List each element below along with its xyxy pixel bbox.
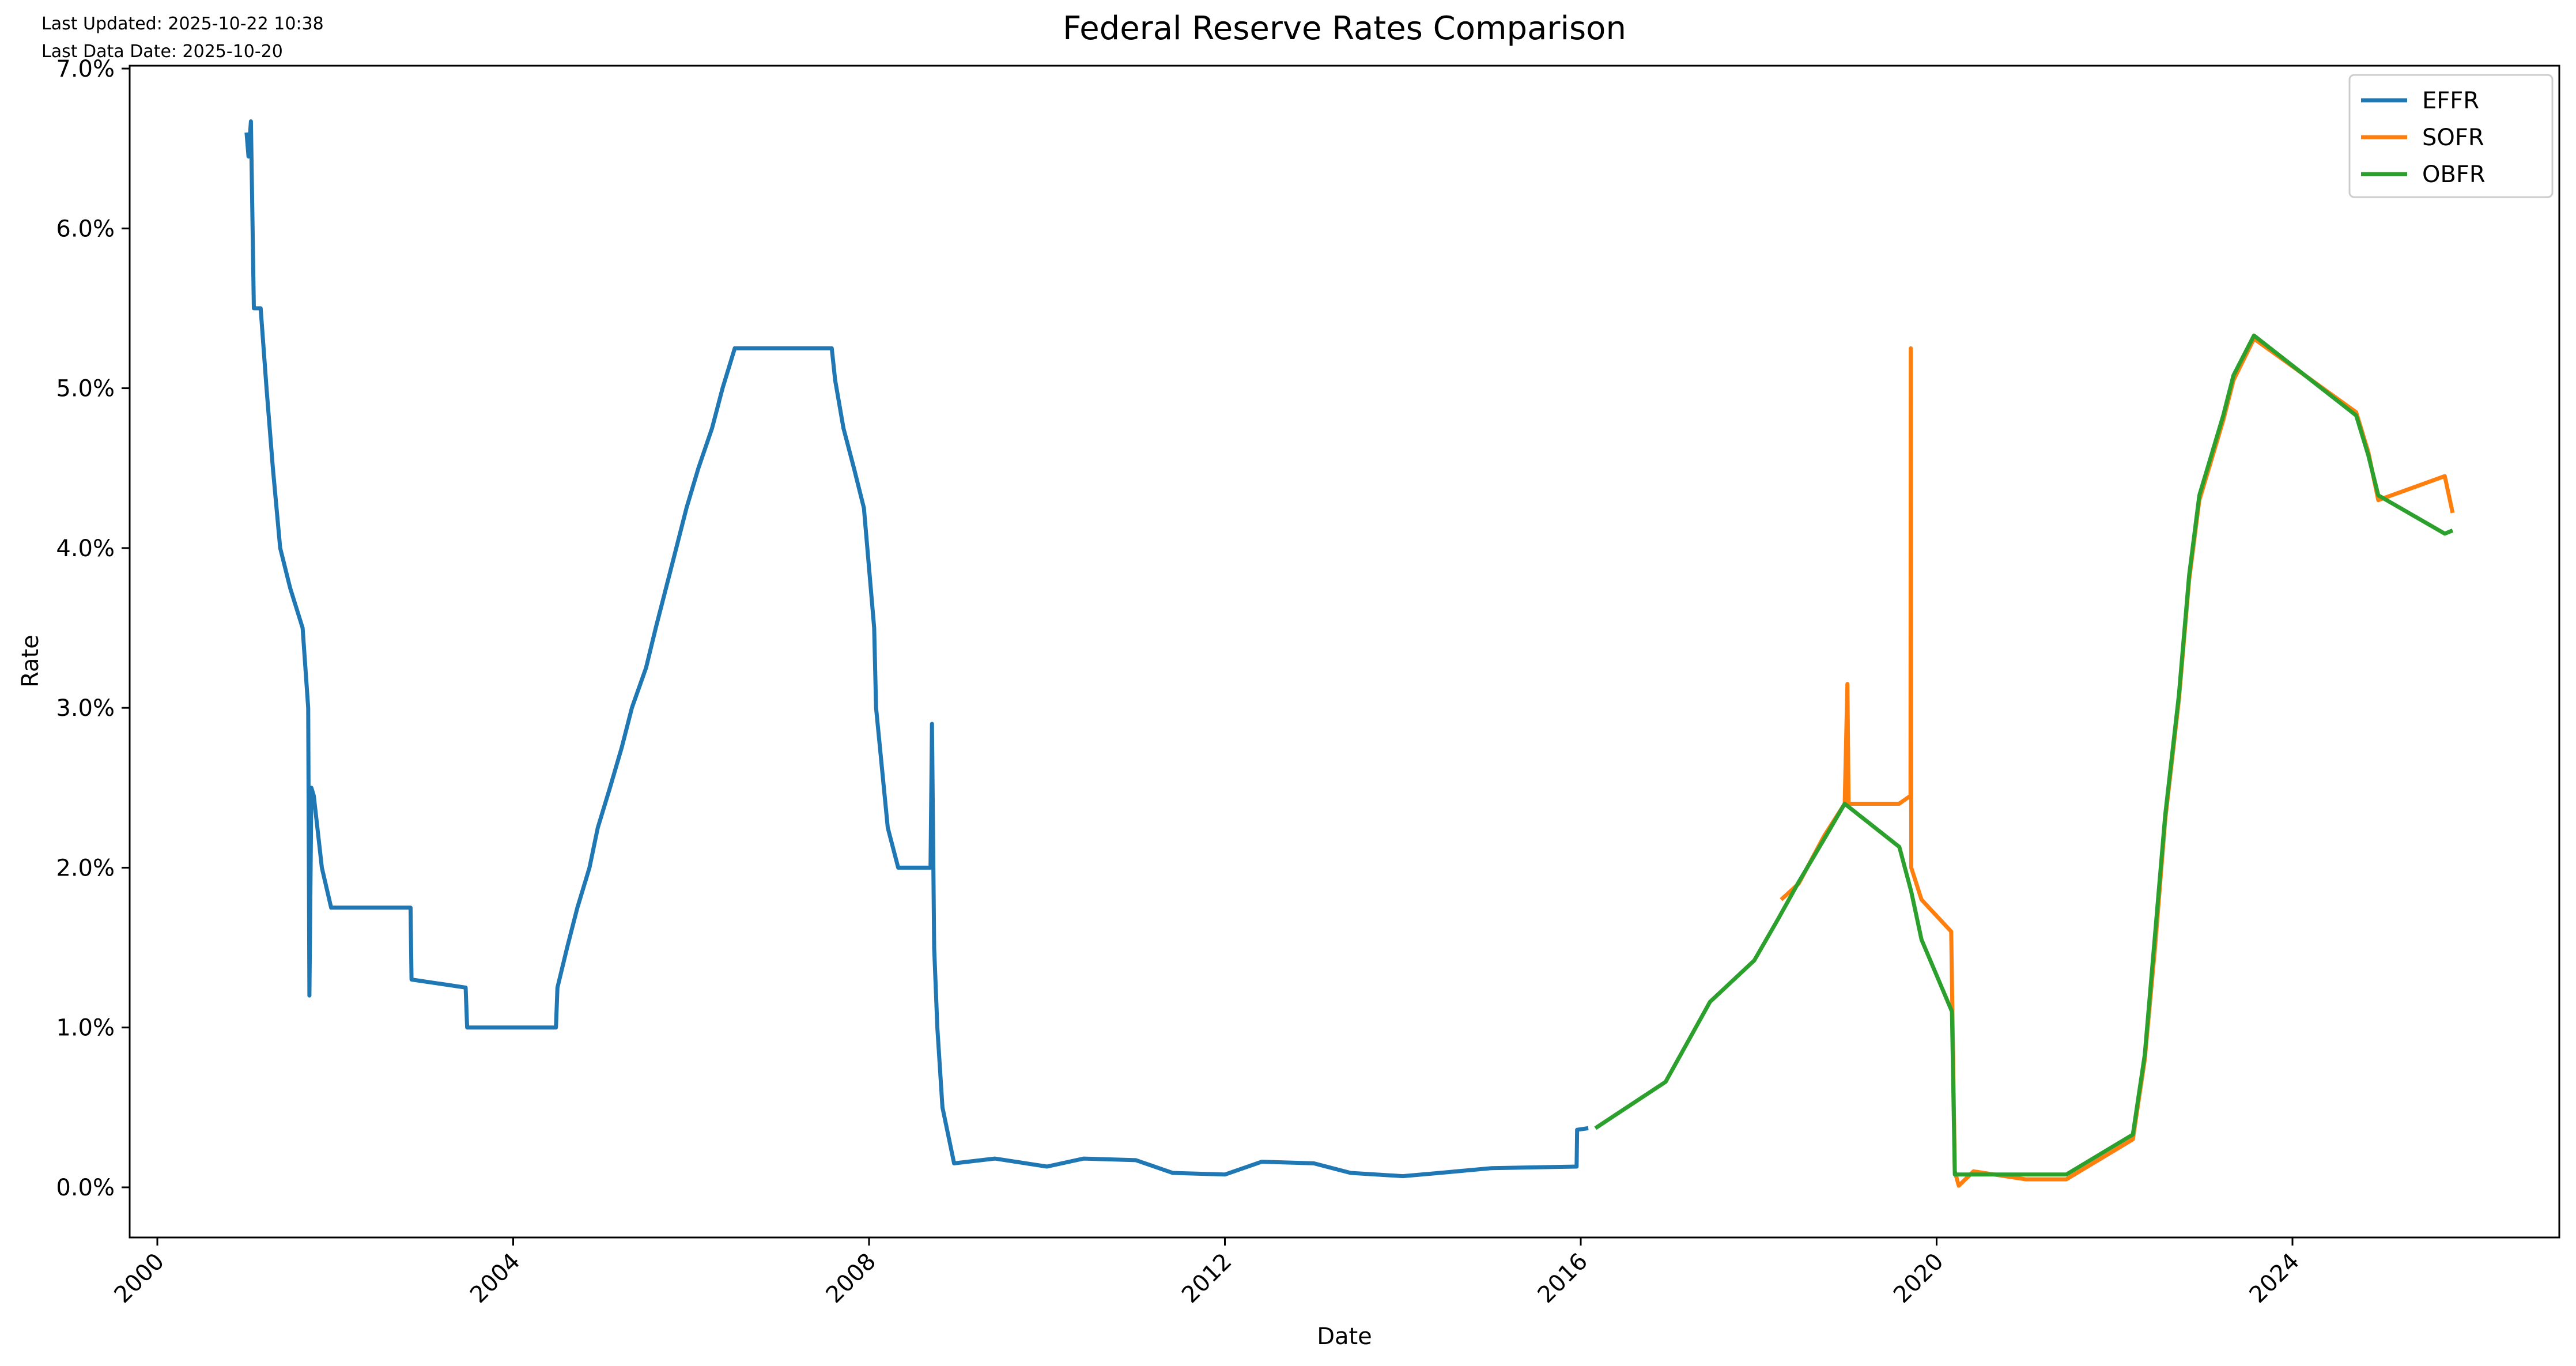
y-tick-label: 1.0% xyxy=(56,1015,115,1042)
series-line-obfr xyxy=(1594,333,2454,1177)
y-tick-label: 2.0% xyxy=(56,855,115,881)
y-tick-label: 0.0% xyxy=(56,1175,115,1201)
legend-label-sofr: SOFR xyxy=(2422,124,2484,151)
x-tick-label: 2012 xyxy=(1177,1248,1237,1309)
x-tick-label: 2016 xyxy=(1533,1248,1593,1309)
y-tick-label: 3.0% xyxy=(56,695,115,722)
plot-area: 0.0% 1.0% 2.0% 3.0% 4.0% 5.0% 6.0% 7.0% 2000 2004… xyxy=(56,56,2560,1309)
x-tick-label: 2004 xyxy=(465,1248,526,1309)
y-tick-label: 5.0% xyxy=(56,376,115,402)
y-tick-label: 6.0% xyxy=(56,216,115,242)
x-tick-label: 2024 xyxy=(2245,1248,2305,1309)
series-line-sofr xyxy=(1780,337,2455,1188)
legend-box xyxy=(2348,74,2554,198)
x-tick-label: 2000 xyxy=(109,1248,170,1309)
y-axis-label: Rate xyxy=(17,635,44,688)
y-tick-label: 4.0% xyxy=(56,535,115,562)
x-axis-label: Date xyxy=(1317,1323,1372,1350)
last-updated-text: Last Updated: 2025-10-22 10:38 xyxy=(41,14,324,34)
y-tick-label: 7.0% xyxy=(56,56,115,82)
x-tick-label: 2020 xyxy=(1888,1248,1949,1309)
series-line-effr xyxy=(244,119,1589,1179)
axes-frame xyxy=(129,65,2560,1239)
legend-label-effr: EFFR xyxy=(2422,88,2479,114)
x-tick-label: 2008 xyxy=(821,1248,882,1309)
last-data-date-text: Last Data Date: 2025-10-20 xyxy=(41,41,283,62)
chart-title: Federal Reserve Rates Comparison xyxy=(1063,10,1626,47)
legend-label-obfr: OBFR xyxy=(2422,161,2486,188)
